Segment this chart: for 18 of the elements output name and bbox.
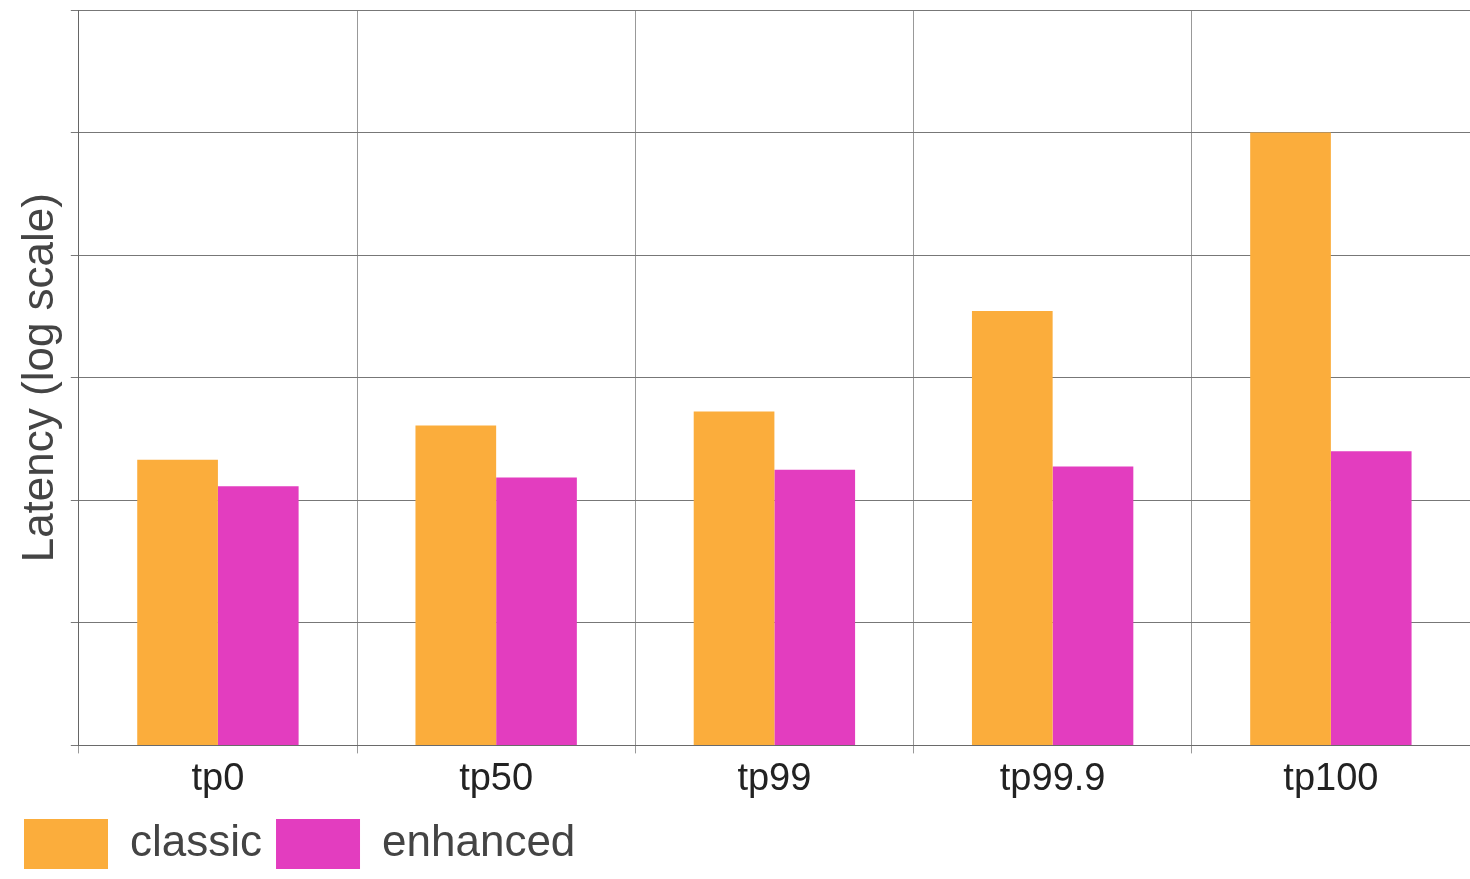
bar: [693, 411, 775, 745]
x-tick-label: tp50: [459, 755, 534, 798]
x-tick-label: tp0: [191, 755, 245, 798]
legend-label: enhanced: [382, 816, 576, 866]
bar: [774, 469, 856, 745]
bar: [1330, 451, 1412, 745]
bar: [1052, 466, 1134, 745]
x-tick-label: tp100: [1283, 755, 1379, 798]
x-tick-label: tp99: [737, 755, 812, 798]
y-axis-title: Latency (log scale): [12, 193, 62, 563]
bar: [415, 425, 497, 745]
bar: [217, 486, 299, 745]
bar: [971, 310, 1053, 745]
bar: [496, 477, 577, 745]
x-tick-label: tp99.9: [999, 755, 1106, 798]
bar: [1250, 132, 1331, 745]
bar: [137, 459, 218, 745]
legend-label: classic: [130, 816, 263, 866]
